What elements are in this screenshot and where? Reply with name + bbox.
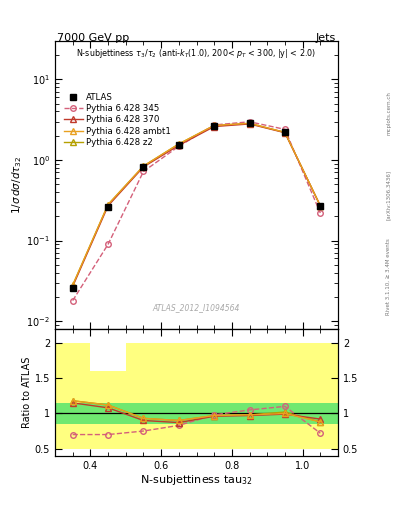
Pythia 6.428 ambt1 — [70, 282, 75, 288]
ATLAS — [212, 123, 217, 129]
ATLAS — [318, 203, 323, 209]
Text: Jets: Jets — [316, 33, 336, 44]
Pythia 6.428 345 — [106, 241, 110, 247]
ATLAS — [70, 285, 75, 291]
ATLAS — [176, 142, 181, 148]
Pythia 6.428 370 — [283, 130, 287, 136]
Line: Pythia 6.428 345: Pythia 6.428 345 — [70, 119, 323, 303]
Pythia 6.428 z2 — [141, 163, 146, 169]
Y-axis label: Ratio to ATLAS: Ratio to ATLAS — [22, 357, 32, 428]
Pythia 6.428 370 — [141, 164, 146, 170]
Line: Pythia 6.428 ambt1: Pythia 6.428 ambt1 — [70, 120, 323, 288]
Pythia 6.428 ambt1 — [141, 163, 146, 169]
Pythia 6.428 370 — [318, 203, 323, 209]
Text: Rivet 3.1.10, ≥ 3.4M events: Rivet 3.1.10, ≥ 3.4M events — [386, 238, 391, 315]
Text: ATLAS_2012_I1094564: ATLAS_2012_I1094564 — [153, 303, 240, 312]
Pythia 6.428 ambt1 — [106, 201, 110, 207]
Pythia 6.428 370 — [106, 203, 110, 209]
Pythia 6.428 z2 — [70, 282, 75, 288]
Pythia 6.428 370 — [247, 121, 252, 127]
Pythia 6.428 z2 — [212, 122, 217, 129]
Text: [arXiv:1306.3436]: [arXiv:1306.3436] — [386, 169, 391, 220]
Pythia 6.428 345 — [70, 297, 75, 304]
Pythia 6.428 ambt1 — [212, 122, 217, 129]
Pythia 6.428 z2 — [106, 201, 110, 207]
Pythia 6.428 370 — [212, 123, 217, 130]
Line: Pythia 6.428 370: Pythia 6.428 370 — [70, 121, 323, 289]
Pythia 6.428 z2 — [318, 203, 323, 209]
Pythia 6.428 z2 — [247, 120, 252, 126]
Pythia 6.428 z2 — [283, 130, 287, 136]
ATLAS — [106, 204, 110, 210]
Pythia 6.428 345 — [318, 210, 323, 216]
Pythia 6.428 345 — [247, 119, 252, 125]
Pythia 6.428 370 — [70, 283, 75, 289]
Pythia 6.428 ambt1 — [176, 141, 181, 147]
Pythia 6.428 ambt1 — [283, 130, 287, 136]
Pythia 6.428 345 — [176, 143, 181, 150]
ATLAS — [283, 130, 287, 136]
Pythia 6.428 370 — [176, 142, 181, 148]
Text: mcplots.cern.ch: mcplots.cern.ch — [386, 91, 391, 135]
Pythia 6.428 345 — [212, 122, 217, 128]
ATLAS — [141, 164, 146, 170]
Y-axis label: $1/\sigma\,d\sigma/d\tau_{32}$: $1/\sigma\,d\sigma/d\tau_{32}$ — [10, 156, 24, 214]
Pythia 6.428 z2 — [176, 141, 181, 147]
Text: 7000 GeV pp: 7000 GeV pp — [57, 33, 129, 44]
Text: N-subjettiness $\tau_3/\tau_2$ (anti-$k_T$(1.0), 200< $p_T$ < 300, |y| < 2.0): N-subjettiness $\tau_3/\tau_2$ (anti-$k_… — [76, 47, 317, 60]
Pythia 6.428 345 — [141, 168, 146, 175]
Line: Pythia 6.428 z2: Pythia 6.428 z2 — [70, 120, 323, 288]
Pythia 6.428 ambt1 — [318, 203, 323, 209]
Pythia 6.428 345 — [283, 126, 287, 133]
Legend: ATLAS, Pythia 6.428 345, Pythia 6.428 370, Pythia 6.428 ambt1, Pythia 6.428 z2: ATLAS, Pythia 6.428 345, Pythia 6.428 37… — [62, 91, 173, 148]
Pythia 6.428 ambt1 — [247, 120, 252, 126]
ATLAS — [247, 120, 252, 126]
X-axis label: N-subjettiness tau$_{32}$: N-subjettiness tau$_{32}$ — [140, 473, 253, 487]
Line: ATLAS: ATLAS — [69, 120, 324, 291]
